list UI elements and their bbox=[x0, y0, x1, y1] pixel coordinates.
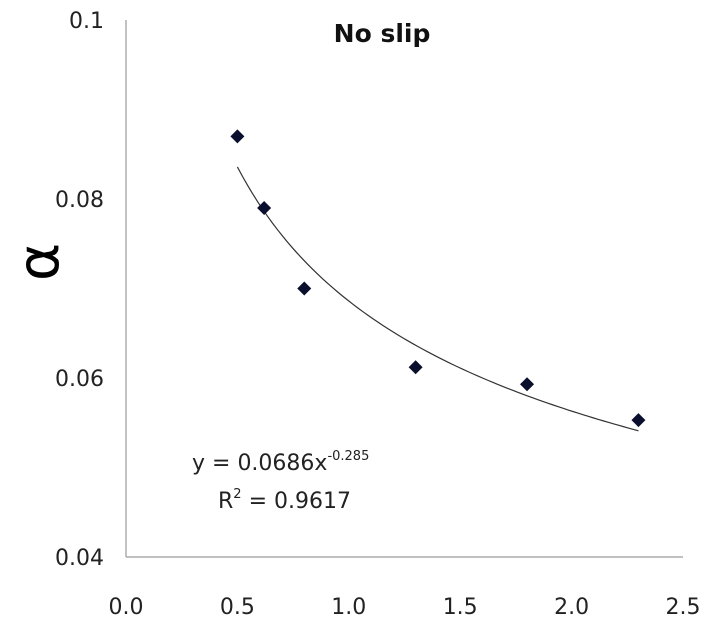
y-axis-label: α bbox=[4, 243, 72, 281]
y-tick-label: 0.08 bbox=[55, 188, 104, 213]
x-tick-label: 2.5 bbox=[666, 595, 701, 620]
r-squared: R2 = 0.9617 bbox=[218, 487, 351, 514]
chart-title: No slip bbox=[334, 19, 431, 48]
r-squared-superscript: 2 bbox=[233, 487, 241, 502]
data-point bbox=[257, 200, 272, 215]
r-squared-value: = 0.9617 bbox=[242, 489, 351, 514]
data-points bbox=[230, 129, 646, 428]
y-tick-label: 0.1 bbox=[69, 9, 104, 34]
x-tick-labels: 0.0 0.5 1.0 1.5 2.0 2.5 bbox=[109, 595, 701, 620]
x-tick-label: 0.0 bbox=[109, 595, 144, 620]
data-point bbox=[297, 281, 312, 296]
trendline-equation-main: y = 0.0686x bbox=[192, 451, 327, 476]
x-tick-label: 1.5 bbox=[443, 595, 478, 620]
data-point bbox=[520, 377, 535, 392]
y-tick-labels: 0.04 0.06 0.08 0.1 bbox=[55, 9, 104, 571]
trendline-equation: y = 0.0686x-0.285 bbox=[192, 449, 369, 476]
x-tick-label: 1.0 bbox=[331, 595, 366, 620]
y-tick-label: 0.04 bbox=[55, 546, 104, 571]
x-tick-label: 0.5 bbox=[220, 595, 255, 620]
data-point bbox=[408, 360, 423, 375]
trendline-equation-exponent: -0.285 bbox=[327, 449, 369, 464]
x-tick-label: 2.0 bbox=[554, 595, 589, 620]
data-point bbox=[631, 413, 646, 428]
axes bbox=[125, 20, 683, 558]
power-trendline bbox=[236, 166, 639, 432]
y-tick-label: 0.06 bbox=[55, 367, 104, 392]
data-point bbox=[230, 129, 245, 144]
r-squared-main: R bbox=[218, 489, 233, 514]
